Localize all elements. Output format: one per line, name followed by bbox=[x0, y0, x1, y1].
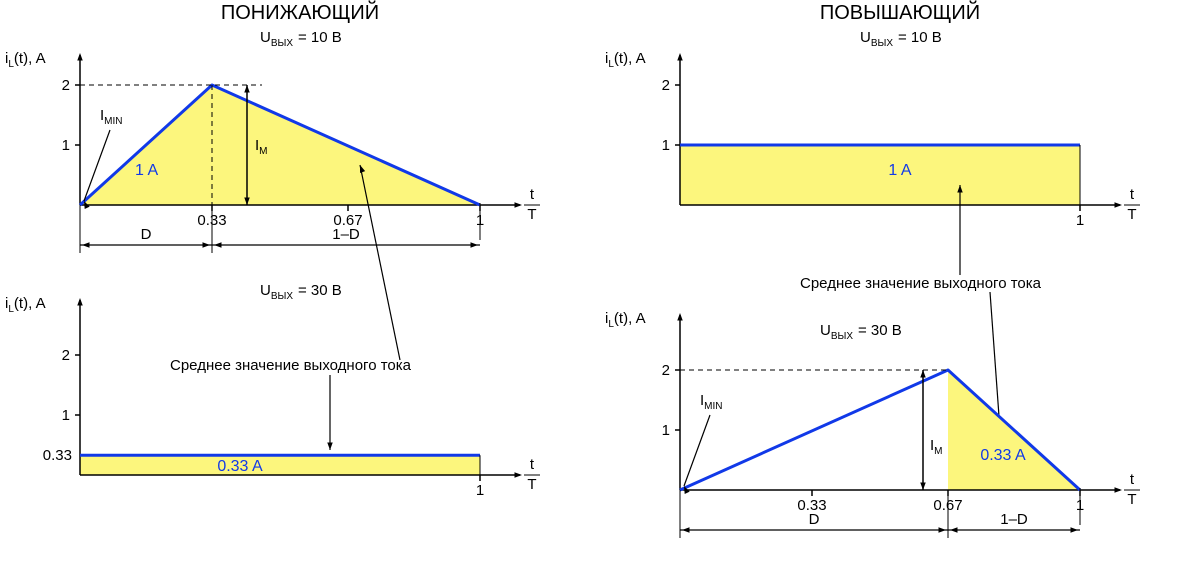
svg-text:IMIN: IMIN bbox=[700, 392, 723, 412]
right-column-title: ПОВЫШАЮЩИЙ bbox=[700, 2, 1100, 25]
svg-text:IM: IM bbox=[930, 437, 943, 457]
svg-text:1: 1 bbox=[662, 137, 670, 154]
svg-text:= 10 В: = 10 В bbox=[298, 29, 342, 46]
svg-text:= 30 В: = 30 В bbox=[298, 282, 342, 299]
svg-text:2: 2 bbox=[62, 347, 70, 364]
svg-text:0.33: 0.33 bbox=[43, 447, 72, 464]
svg-text:1 A: 1 A bbox=[888, 162, 911, 179]
svg-text:T: T bbox=[1127, 491, 1136, 508]
svg-text:iL(t), A: iL(t), A bbox=[5, 295, 46, 315]
svg-text:2: 2 bbox=[62, 77, 70, 94]
svg-text:T: T bbox=[527, 206, 536, 223]
svg-text:1–D: 1–D bbox=[1000, 511, 1028, 528]
svg-text:= 10 В: = 10 В bbox=[898, 29, 942, 46]
svg-text:D: D bbox=[809, 511, 820, 528]
svg-text:iL(t), A: iL(t), A bbox=[605, 50, 646, 70]
svg-text:1–D: 1–D bbox=[332, 226, 360, 243]
svg-text:iL(t), A: iL(t), A bbox=[5, 50, 46, 70]
svg-text:t: t bbox=[1130, 471, 1135, 488]
svg-text:UВЫХ: UВЫХ bbox=[820, 322, 853, 342]
svg-text:1: 1 bbox=[662, 422, 670, 439]
left-column-title: ПОНИЖАЮЩИЙ bbox=[100, 2, 500, 25]
svg-text:t: t bbox=[530, 456, 535, 473]
svg-text:UВЫХ: UВЫХ bbox=[860, 29, 893, 49]
svg-text:Среднее значение выходного ток: Среднее значение выходного тока bbox=[800, 275, 1042, 292]
svg-text:0.33 A: 0.33 A bbox=[980, 447, 1026, 464]
svg-text:t: t bbox=[1130, 186, 1135, 203]
svg-text:1: 1 bbox=[1076, 212, 1084, 229]
svg-text:IMIN: IMIN bbox=[100, 107, 123, 127]
svg-text:2: 2 bbox=[662, 77, 670, 94]
svg-text:UВЫХ: UВЫХ bbox=[260, 282, 293, 302]
svg-text:0.33 A: 0.33 A bbox=[217, 458, 263, 475]
svg-text:2: 2 bbox=[662, 362, 670, 379]
svg-text:1: 1 bbox=[62, 137, 70, 154]
svg-text:1: 1 bbox=[62, 407, 70, 424]
svg-text:= 30 В: = 30 В bbox=[858, 322, 902, 339]
svg-text:UВЫХ: UВЫХ bbox=[260, 29, 293, 49]
svg-text:1 A: 1 A bbox=[135, 162, 158, 179]
svg-text:D: D bbox=[141, 226, 152, 243]
svg-text:1: 1 bbox=[476, 482, 484, 499]
svg-text:T: T bbox=[1127, 206, 1136, 223]
svg-text:Среднее значение выходного ток: Среднее значение выходного тока bbox=[170, 357, 412, 374]
svg-text:T: T bbox=[527, 476, 536, 493]
diagram-canvas: UВЫХ= 10 В120.330.671iL(t), AtTIMIMIN1 A… bbox=[0, 0, 1199, 569]
svg-text:t: t bbox=[530, 186, 535, 203]
svg-text:iL(t), A: iL(t), A bbox=[605, 310, 646, 330]
